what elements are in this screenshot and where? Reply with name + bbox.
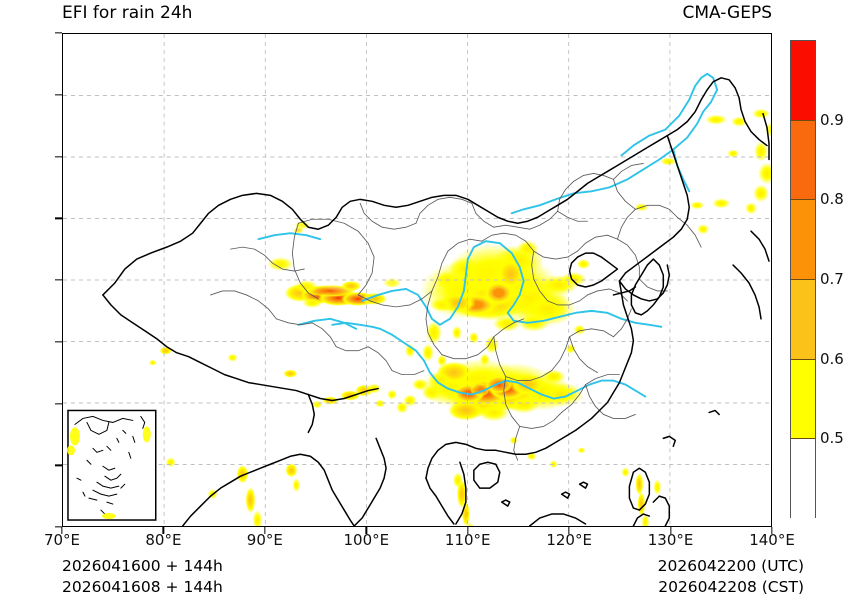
chart-title: EFI for rain 24h bbox=[62, 3, 193, 23]
south-china-sea-inset bbox=[66, 409, 157, 521]
colorbar-segment bbox=[791, 200, 815, 280]
colorbar-segment bbox=[791, 279, 815, 360]
footer-right-line2: 2026042208 (CST) bbox=[658, 578, 804, 596]
x-axis-label: 120°E bbox=[546, 531, 592, 549]
province-boundary-layer bbox=[210, 163, 702, 461]
colorbar-segment bbox=[791, 120, 815, 201]
graticule-grid bbox=[63, 34, 771, 526]
efi-region-vietnam-band bbox=[452, 472, 475, 526]
coastline-layer bbox=[102, 77, 770, 526]
efi-region-northeast-patches bbox=[634, 108, 771, 235]
efi-region-qinghai-band bbox=[267, 257, 402, 308]
x-axis-label: 110°E bbox=[444, 531, 491, 549]
x-axis-label: 80°E bbox=[145, 531, 182, 549]
colorbar-tick-label: 0.8 bbox=[820, 190, 844, 209]
footer-left-line2: 2026041608 + 144h bbox=[62, 578, 223, 596]
y-axis-tick bbox=[55, 32, 62, 34]
colorbar-segment bbox=[791, 439, 815, 519]
model-label: CMA-GEPS bbox=[682, 3, 772, 23]
x-axis-tick bbox=[568, 527, 570, 534]
efi-shading-layer bbox=[148, 108, 771, 526]
x-axis-label: 140°E bbox=[749, 531, 795, 549]
x-axis-tick bbox=[162, 527, 165, 534]
colorbar-tick-label: 0.6 bbox=[820, 349, 844, 368]
y-axis-tick bbox=[55, 464, 62, 466]
x-axis-tick bbox=[467, 527, 469, 534]
map-canvas bbox=[63, 34, 771, 526]
y-axis-tick bbox=[55, 402, 62, 405]
x-axis-label: 70°E bbox=[43, 531, 81, 549]
colorbar[interactable] bbox=[790, 40, 816, 519]
efi-region-himalaya-patches bbox=[227, 353, 386, 409]
colorbar-segment bbox=[791, 41, 815, 121]
colorbar-tick-label: 0.9 bbox=[820, 110, 844, 129]
colorbar-segment bbox=[791, 359, 815, 440]
efi-region-se-coast-specks bbox=[509, 436, 586, 469]
y-axis-tick bbox=[55, 341, 62, 343]
footer-left-line1: 2026041600 + 144h bbox=[62, 557, 223, 575]
colorbar-tick-label: 0.7 bbox=[820, 270, 844, 288]
x-axis-tick bbox=[365, 527, 367, 534]
x-axis-tick bbox=[61, 527, 63, 534]
y-axis-tick bbox=[55, 94, 62, 96]
y-axis-tick bbox=[55, 526, 62, 528]
x-axis-tick bbox=[264, 527, 266, 534]
colorbar-tick-label: 0.5 bbox=[820, 429, 844, 448]
y-axis-tick bbox=[55, 217, 62, 219]
efi-region-north-blob bbox=[419, 240, 591, 332]
x-axis-label: 100°E bbox=[343, 531, 390, 549]
footer-right-line1: 2026042200 (UTC) bbox=[657, 557, 804, 575]
x-axis-label: 90°E bbox=[246, 531, 283, 549]
efi-region-bengal-patches bbox=[165, 457, 301, 526]
efi-region-taiwan-luzon-band bbox=[621, 467, 662, 526]
x-axis-tick bbox=[669, 527, 672, 534]
efi-region-south-blob bbox=[387, 358, 584, 422]
y-axis-tick bbox=[55, 279, 62, 281]
x-axis-label: 130°E bbox=[647, 531, 694, 549]
x-axis-tick bbox=[771, 527, 773, 534]
y-axis-tick bbox=[55, 155, 62, 158]
map-plot-area bbox=[62, 33, 772, 527]
